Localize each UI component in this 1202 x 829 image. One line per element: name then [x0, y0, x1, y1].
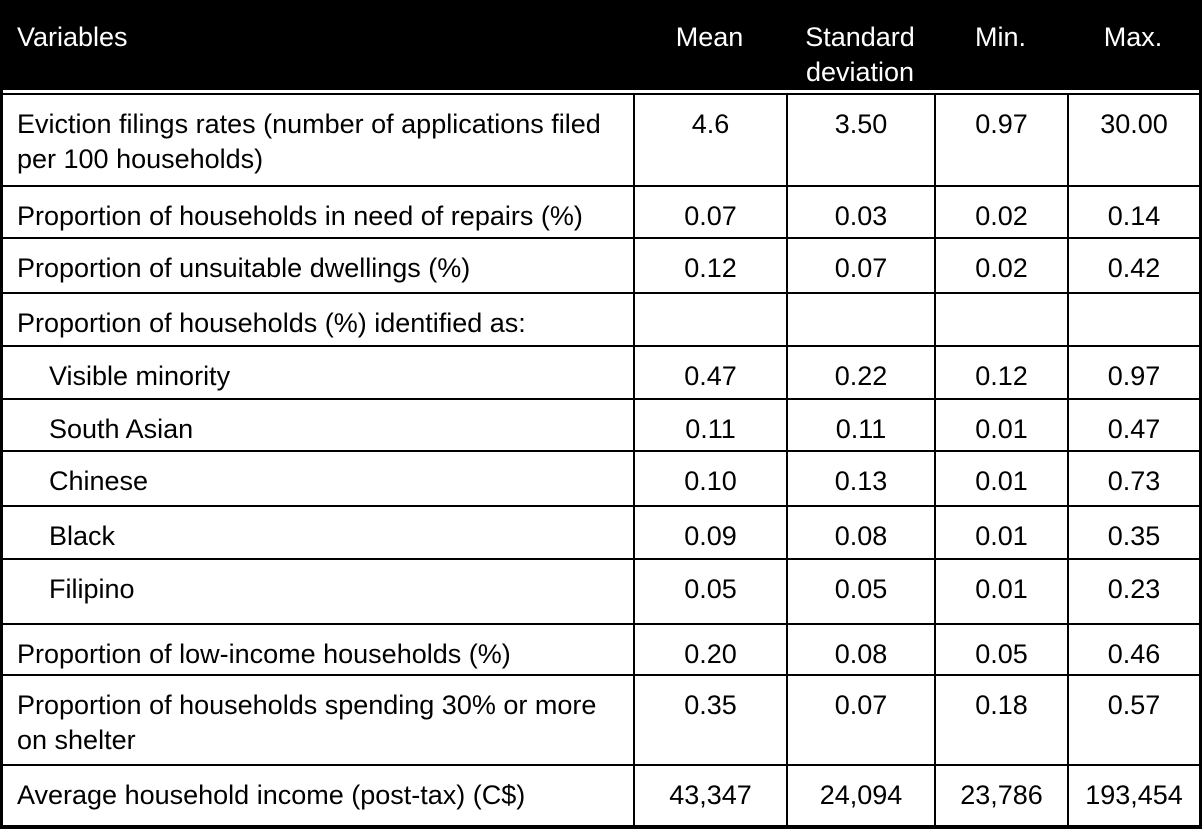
- row-label: Proportion of households spending 30% or…: [3, 674, 633, 764]
- value-cell-sd: [786, 292, 934, 345]
- value-cell-max: 0.23: [1067, 558, 1199, 623]
- row-label-sub-category: Black: [3, 505, 633, 558]
- value-cell-max: 0.14: [1067, 185, 1199, 237]
- value-cell-mean: 0.07: [633, 185, 786, 237]
- value-cell-mean: 0.35: [633, 674, 786, 764]
- value-cell-max: 0.46: [1067, 623, 1199, 674]
- value-cell-min: 0.97: [934, 93, 1067, 185]
- value-cell-min: 0.01: [934, 450, 1067, 505]
- value-cell-mean: 0.20: [633, 623, 786, 674]
- row-label: Proportion of low-income households (%): [3, 623, 633, 674]
- value-cell-min: 0.02: [934, 237, 1067, 292]
- table-row: Filipino 0.05 0.05 0.01 0.23: [3, 558, 1199, 623]
- table-row: Proportion of unsuitable dwellings (%) 0.…: [3, 237, 1199, 292]
- table-row: Proportion of households (%) identified …: [3, 292, 1199, 345]
- value-cell-sd: 0.13: [786, 450, 934, 505]
- row-label-sub-category: South Asian: [3, 398, 633, 450]
- column-header-standard-deviation: Standard deviation: [786, 3, 934, 93]
- value-cell-mean: 0.11: [633, 398, 786, 450]
- value-cell-sd: 0.08: [786, 623, 934, 674]
- value-cell-mean: 0.09: [633, 505, 786, 558]
- table-body: Eviction filings rates (number of applic…: [3, 93, 1199, 825]
- value-cell-max: 0.57: [1067, 674, 1199, 764]
- row-label: Average household income (post-tax) (C$): [3, 764, 633, 825]
- row-label: Eviction filings rates (number of applic…: [3, 93, 633, 185]
- value-cell-min: 0.01: [934, 505, 1067, 558]
- value-cell-max: 0.97: [1067, 345, 1199, 398]
- table-row: Visible minority 0.47 0.22 0.12 0.97: [3, 345, 1199, 398]
- value-cell-sd: 0.03: [786, 185, 934, 237]
- table-row: Eviction filings rates (number of applic…: [3, 93, 1199, 185]
- table-row: Proportion of households spending 30% or…: [3, 674, 1199, 764]
- table-row: Chinese 0.10 0.13 0.01 0.73: [3, 450, 1199, 505]
- value-cell-min: 0.18: [934, 674, 1067, 764]
- value-cell-min: 0.01: [934, 558, 1067, 623]
- value-cell-sd: 0.08: [786, 505, 934, 558]
- table-row: South Asian 0.11 0.11 0.01 0.47: [3, 398, 1199, 450]
- value-cell-mean: 0.10: [633, 450, 786, 505]
- value-cell-sd: 24,094: [786, 764, 934, 825]
- value-cell-min: 0.01: [934, 398, 1067, 450]
- table-row: Black 0.09 0.08 0.01 0.35: [3, 505, 1199, 558]
- column-header-variables: Variables: [3, 3, 633, 93]
- row-label: Proportion of households in need of repa…: [3, 185, 633, 237]
- value-cell-min: 0.02: [934, 185, 1067, 237]
- value-cell-mean: 0.12: [633, 237, 786, 292]
- column-header-max: Max.: [1067, 3, 1199, 93]
- value-cell-sd: 0.05: [786, 558, 934, 623]
- row-label: Proportion of households (%) identified …: [3, 292, 633, 345]
- value-cell-sd: 0.22: [786, 345, 934, 398]
- value-cell-sd: 0.07: [786, 674, 934, 764]
- table-row: Average household income (post-tax) (C$)…: [3, 764, 1199, 825]
- row-label-sub-category: Visible minority: [3, 345, 633, 398]
- value-cell-mean: 4.6: [633, 93, 786, 185]
- value-cell-min: [934, 292, 1067, 345]
- value-cell-min: 0.12: [934, 345, 1067, 398]
- table-row: Proportion of households in need of repa…: [3, 185, 1199, 237]
- value-cell-min: 23,786: [934, 764, 1067, 825]
- value-cell-mean: 43,347: [633, 764, 786, 825]
- value-cell-max: 0.73: [1067, 450, 1199, 505]
- row-label-sub-category: Filipino: [3, 558, 633, 623]
- value-cell-max: [1067, 292, 1199, 345]
- value-cell-max: 0.35: [1067, 505, 1199, 558]
- table-row: Proportion of low-income households (%) 0…: [3, 623, 1199, 674]
- table-header: Variables Mean Standard deviation Min. M…: [3, 3, 1199, 93]
- column-header-min: Min.: [934, 3, 1067, 93]
- value-cell-mean: 0.05: [633, 558, 786, 623]
- value-cell-max: 0.42: [1067, 237, 1199, 292]
- value-cell-min: 0.05: [934, 623, 1067, 674]
- value-cell-sd: 3.50: [786, 93, 934, 185]
- value-cell-max: 30.00: [1067, 93, 1199, 185]
- value-cell-sd: 0.07: [786, 237, 934, 292]
- value-cell-sd: 0.11: [786, 398, 934, 450]
- value-cell-mean: [633, 292, 786, 345]
- row-label: Proportion of unsuitable dwellings (%): [3, 237, 633, 292]
- value-cell-max: 193,454: [1067, 764, 1199, 825]
- value-cell-max: 0.47: [1067, 398, 1199, 450]
- row-label-sub-category: Chinese: [3, 450, 633, 505]
- header-row: Variables Mean Standard deviation Min. M…: [3, 3, 1199, 93]
- column-header-mean: Mean: [633, 3, 786, 93]
- value-cell-mean: 0.47: [633, 345, 786, 398]
